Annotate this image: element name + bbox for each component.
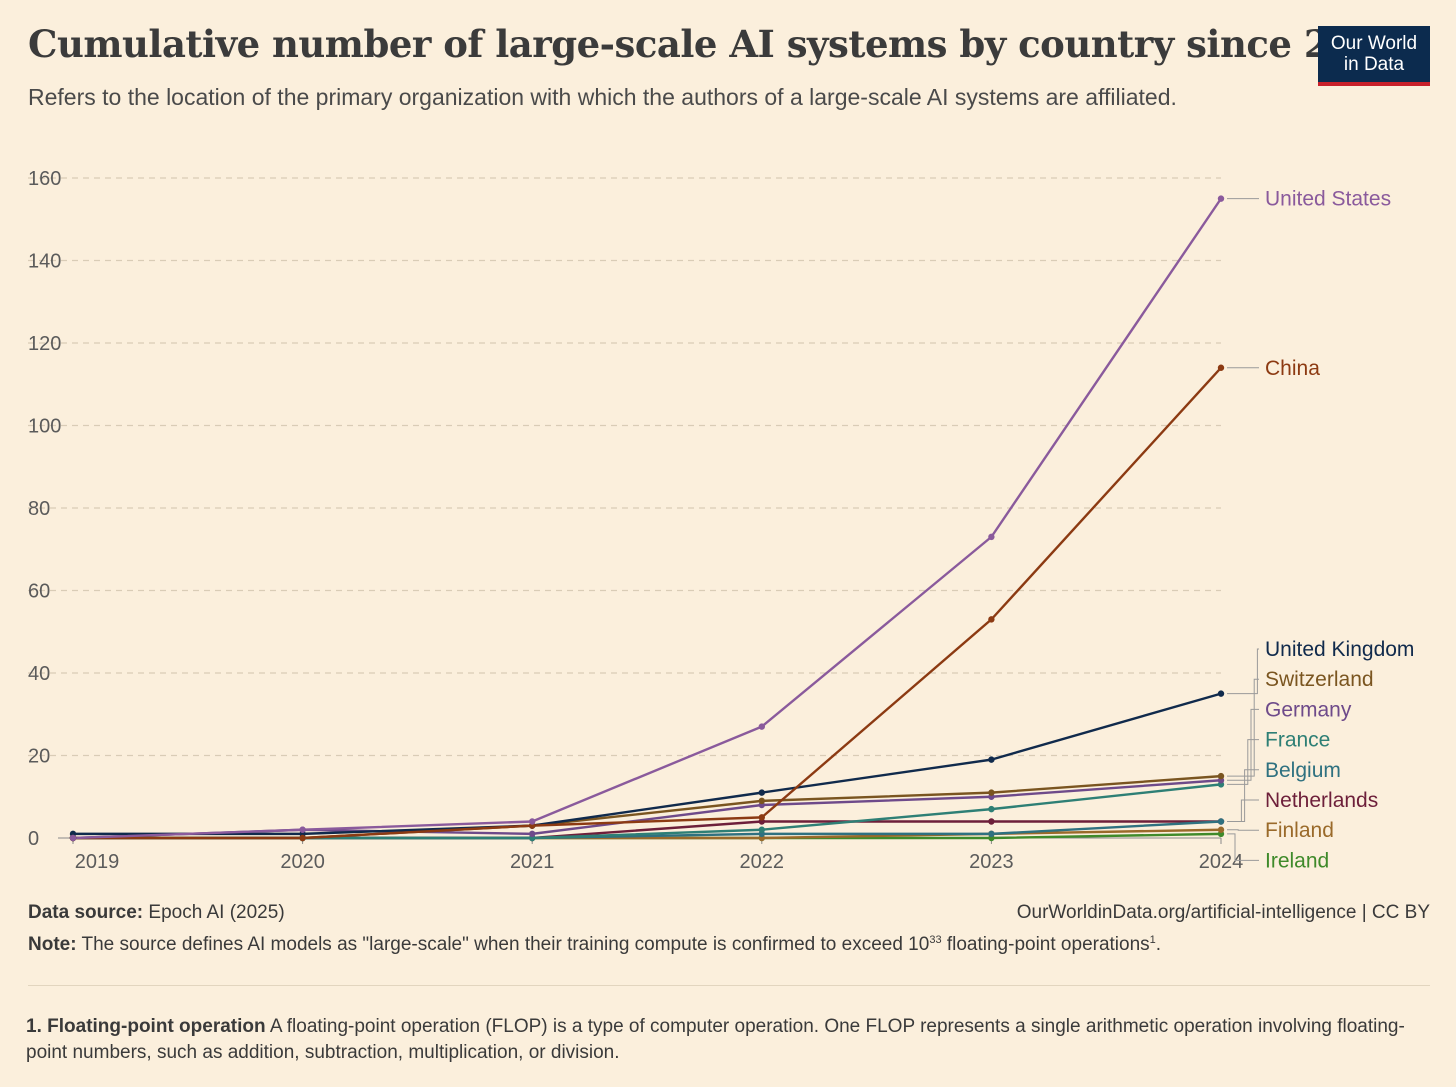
series-label: Germany [1265,698,1352,721]
data-point [1217,826,1225,833]
label-leader [1227,769,1259,822]
label-leader [1227,678,1259,777]
y-tick-label: 120 [28,333,61,355]
series-line [72,197,1222,840]
data-point [988,756,995,763]
data-point [758,814,765,821]
y-tick-label: 80 [28,498,50,520]
data-source: Data source: Epoch AI (2025) [28,902,285,924]
series-label: United States [1265,188,1391,211]
label-leader [1227,833,1259,861]
y-tick-label: 0 [28,828,39,850]
data-source-value[interactable]: Epoch AI (2025) [148,902,285,923]
data-point [299,834,306,842]
label-leader [1227,648,1259,695]
series-label: France [1265,729,1330,752]
data-point [1217,818,1225,825]
y-axis-ticks: 0 20 40 60 80 100 120 140 160 [28,168,61,850]
note-label: Note: [28,934,77,955]
y-tick-label: 40 [28,663,50,685]
logo-line-2: in Data [1343,54,1405,75]
x-tick-label: 2021 [510,851,555,873]
chart-title: Cumulative number of large-scale AI syst… [28,22,1405,66]
data-point [988,830,995,838]
y-tick-label: 100 [28,416,61,438]
data-point [1217,772,1225,780]
data-point [988,818,995,825]
series-label: Ireland [1265,849,1329,872]
footer-divider [28,985,1430,986]
series-label: Netherlands [1265,789,1378,812]
footnote-number: 1. [26,1016,42,1037]
data-point [758,789,765,796]
data-point [988,616,995,623]
x-axis: 2019 2020 2021 2022 2023 2024 [58,837,1244,873]
series-lines [72,197,1222,840]
note-text: The source defines AI models as "large-s… [81,934,930,955]
footnote-term: Floating-point operation [47,1016,266,1037]
grid-lines [28,177,1221,757]
series-line [73,366,1222,840]
data-point [1217,690,1225,697]
y-tick-label: 160 [28,168,61,190]
footnote-text: A floating-point operation (FLOP) is a t… [26,1016,1405,1063]
data-point [758,723,765,730]
y-tick-label: 60 [28,581,50,603]
data-point [988,805,995,813]
footnote-ref[interactable]: 1 [1149,934,1156,946]
source-url[interactable]: OurWorldinData.org/artificial-intelligen… [1016,902,1430,923]
owid-logo[interactable]: Our World in Data [1318,26,1430,86]
series-labels: United States China United Kingdom Switzerl… [1227,188,1414,872]
series-label: United Kingdom [1265,638,1414,661]
series-line [73,692,1222,836]
data-point [1217,195,1225,202]
data-point [529,830,536,838]
data-point [758,797,765,805]
series-label: China [1265,357,1320,380]
note-text-after: floating-point operations [946,934,1150,955]
data-point [69,834,77,842]
x-tick-label: 2020 [280,851,325,873]
chart-subtitle: Refers to the location of the primary or… [28,84,1177,110]
y-tick-label: 20 [28,746,50,768]
x-tick-label: 2023 [969,851,1014,873]
series-label: Finland [1265,819,1334,842]
label-leader [1227,799,1259,822]
label-leader [1227,739,1259,785]
data-point [1217,364,1225,371]
series-label: Switzerland [1265,668,1374,691]
chart-note: Note: The source defines AI models as "l… [28,934,1428,956]
data-point [299,826,306,833]
y-tick-label: 140 [28,251,61,273]
data-source-label: Data source: [28,902,144,923]
note-end: . [1155,934,1162,955]
x-tick-label: 2019 [75,851,120,873]
series-label: Belgium [1265,759,1341,782]
data-point [988,533,995,541]
label-leader [1227,708,1259,781]
logo-line-1: Our World [1330,33,1418,54]
data-point [529,818,536,825]
x-tick-label: 2024 [1199,851,1244,873]
footnote: 1. Floating-point operation A floating-p… [26,1014,1426,1066]
note-exponent: 33 [929,934,942,946]
data-point [758,826,765,833]
series-points [69,195,1225,842]
data-point [988,789,995,796]
x-tick-label: 2022 [740,851,785,873]
